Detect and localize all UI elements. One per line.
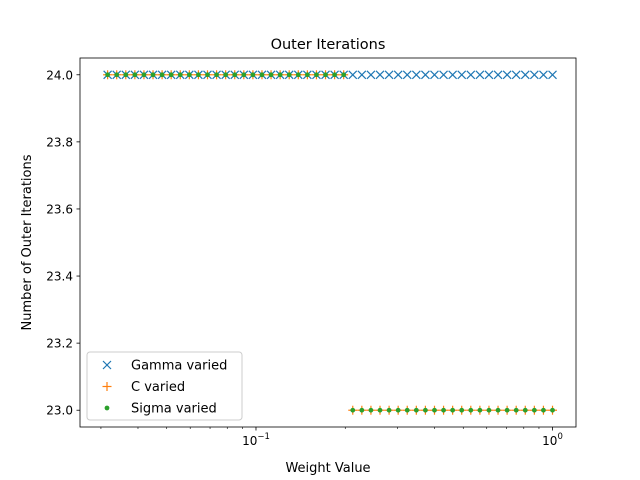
chart-title: Outer Iterations (271, 37, 386, 53)
data-point (177, 72, 183, 78)
data-point (504, 407, 510, 413)
data-point (304, 72, 310, 78)
data-point (384, 70, 394, 80)
data-point (259, 72, 265, 78)
data-point (250, 72, 256, 78)
y-tick-label: 23.6 (46, 202, 73, 216)
series-sigma-varied (105, 72, 555, 413)
data-point (348, 70, 358, 80)
data-point (132, 72, 138, 78)
data-point (493, 70, 503, 80)
data-point (439, 70, 448, 80)
data-point (105, 72, 111, 78)
data-point (550, 407, 555, 413)
data-point (350, 407, 356, 413)
data-point (548, 70, 557, 80)
data-point (404, 407, 410, 413)
data-point (150, 72, 156, 78)
y-axis-label: Number of Outer Iterations (20, 154, 35, 330)
x-axis-label: Weight Value (285, 461, 370, 476)
data-point (114, 72, 120, 78)
data-point (123, 72, 129, 78)
data-point (359, 407, 365, 413)
data-point (341, 72, 347, 78)
data-point (268, 72, 274, 78)
data-point (513, 407, 519, 413)
data-point (413, 407, 419, 413)
legend-label: Gamma varied (131, 359, 227, 374)
data-point (539, 70, 548, 80)
data-point (386, 407, 392, 413)
data-point (295, 72, 301, 78)
y-tick-label: 24.0 (46, 68, 73, 82)
plot-area (103, 70, 558, 415)
data-point (357, 70, 367, 80)
data-point (450, 407, 456, 413)
y-tick-label: 23.2 (46, 337, 73, 351)
data-point (377, 407, 383, 413)
data-point (223, 72, 229, 78)
data-point (366, 70, 376, 80)
data-point (420, 70, 430, 80)
data-point (214, 72, 219, 78)
data-point (168, 72, 174, 78)
data-point (468, 407, 474, 413)
data-point (277, 72, 283, 78)
data-point (477, 407, 483, 413)
legend-frame (86, 351, 243, 421)
data-point (232, 72, 238, 78)
legend-label: C varied (131, 380, 185, 395)
data-point (531, 407, 537, 413)
legend-marker (102, 382, 112, 391)
data-point (402, 70, 412, 80)
legend-item: C varied (102, 380, 185, 395)
data-point (502, 70, 512, 80)
data-point (541, 407, 546, 413)
data-point (459, 407, 465, 413)
y-tick-label: 23.0 (46, 404, 73, 418)
data-point (441, 407, 446, 413)
data-point (457, 70, 467, 80)
data-point (368, 407, 374, 413)
legend-item: Sigma varied (104, 402, 217, 417)
data-point (484, 70, 494, 80)
data-point (286, 72, 292, 78)
data-point (196, 72, 201, 78)
legend-marker (104, 405, 110, 411)
y-tick-label: 23.8 (46, 135, 73, 149)
data-point (475, 70, 485, 80)
data-point (529, 70, 539, 80)
data-point (466, 70, 476, 80)
data-point (205, 72, 210, 78)
data-point (141, 72, 147, 78)
data-point (520, 70, 530, 80)
data-point (495, 407, 501, 413)
data-point (323, 72, 328, 78)
data-point (432, 407, 437, 413)
data-point (423, 407, 428, 413)
axes-frame (79, 57, 577, 428)
data-point (395, 407, 401, 413)
data-point (448, 70, 458, 80)
data-point (375, 70, 385, 80)
data-point (314, 72, 319, 78)
data-point (186, 72, 192, 78)
legend-label: Sigma varied (131, 402, 217, 417)
legend-item: Gamma varied (102, 359, 227, 374)
legend: Gamma varied C varied Sigma varied (86, 351, 243, 421)
data-point (522, 407, 528, 413)
data-point (332, 72, 338, 78)
data-point (241, 72, 247, 78)
legend-marker (102, 360, 112, 370)
y-tick-label: 23.4 (46, 270, 73, 284)
data-point (511, 70, 521, 80)
data-point (430, 70, 439, 80)
data-point (393, 70, 403, 80)
data-point (411, 70, 421, 80)
data-point (159, 72, 165, 78)
data-point (486, 407, 492, 413)
